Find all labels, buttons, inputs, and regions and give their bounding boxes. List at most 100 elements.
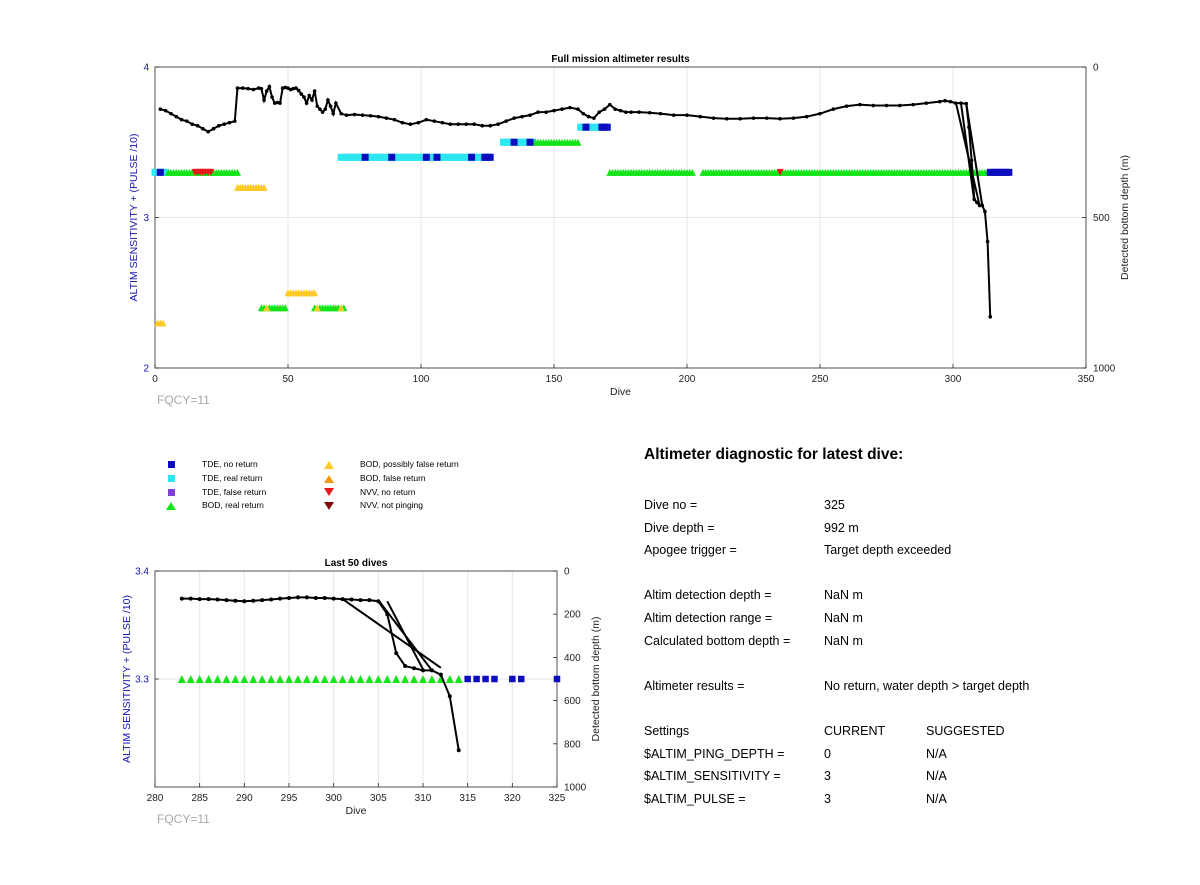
last-50-dives-chart: 280 285 290 295 300 305 310 315 320 325 3.3 3.4 0 200… [121,558,602,826]
detect-range-value: NaN m [824,610,863,625]
depth-point [287,596,291,600]
marker-tde-no-return [553,675,561,683]
depth-point [352,112,357,117]
depth-point [376,114,381,119]
legend-label: TDE, real return [202,472,263,483]
depth-point [685,113,689,117]
depth-point [988,315,993,319]
dive-depth-value: 992 m [824,520,859,535]
depth-point [447,694,452,699]
depth-point [647,110,652,115]
depth-point [368,113,373,118]
marker-bod-real-return [285,675,293,683]
marker-tde-real-return [162,168,170,176]
depth-point [464,122,469,126]
depth-point [323,107,328,111]
marker-tde-no-return [156,168,164,176]
depth-point [576,107,580,111]
depth-point [179,596,184,601]
depth-point [637,110,641,114]
x-tick-label: 310 [415,793,432,804]
calc-depth-value: NaN m [824,633,863,648]
y2-tick-label: 1000 [1093,364,1116,375]
marker-tde-no-return [468,153,476,161]
depth-point [804,114,809,119]
depth-point [496,122,500,126]
altimeter-diagnostic-panel: Altimeter diagnostic for latest dive: Di… [644,446,1184,810]
depth-spike-line [342,598,442,669]
diagnostic-title: Altimeter diagnostic for latest dive: [644,446,904,463]
depth-point [438,672,443,677]
depth-point [592,116,596,120]
marker-tde-no-return [486,153,494,161]
full-mission-chart: 0 50 100 150 200 250 300 350 2 3 4 0 500 1000 Full mis… [128,54,1131,407]
calc-depth-label: Calculated bottom depth = [644,633,791,648]
depth-point [658,111,663,116]
marker-bod-possibly-false [260,183,268,191]
current-header: CURRENT [824,723,886,738]
legend-label: BOD, possibly false return [360,459,459,469]
depth-point [751,116,756,120]
depth-point [307,93,312,98]
setting-current: 3 [824,791,831,806]
y2-tick-label: 800 [564,739,581,750]
x-tick-label: 250 [812,374,829,385]
marker-bod-real-return [195,675,204,683]
legend-item: NVV, no return [318,486,415,500]
x-tick-label: 290 [236,793,253,804]
depth-point [586,114,591,119]
y-tick-label: 3 [143,213,149,224]
y2-tick-label: 500 [1093,213,1110,224]
depth-point [310,98,314,102]
x-tick-label: 300 [325,793,342,804]
depth-point [394,651,399,656]
depth-point [608,102,612,107]
depth-point [911,102,915,107]
depth-point [259,86,264,91]
depth-point [969,158,974,163]
marker-tde-no-return [518,675,525,683]
marker-bod-real-return [419,675,427,683]
x-tick-label: 280 [147,793,164,804]
depth-point [924,101,929,105]
suggested-header: SUGGESTED [926,723,1005,738]
legend-swatch [318,502,340,511]
legend-item: NVV, not pinging [318,499,423,513]
marker-tde-no-return [582,123,590,131]
depth-point [264,89,269,93]
y-axis-label: ALTIM SENSITIVITY + (PULSE /10) [121,595,133,763]
depth-point [270,95,274,99]
marker-bod-real-return [410,675,419,683]
marker-bod-real-return [365,675,374,683]
x-tick-label: 320 [504,793,521,804]
legend-swatch [318,474,340,483]
legend-swatch [160,461,182,469]
depth-point [190,122,195,126]
x-tick-label: 325 [549,793,566,804]
x-tick-label: 50 [282,374,294,385]
depth-point [158,107,163,111]
depth-point [624,110,628,114]
y-tick-label: 3.3 [135,675,149,686]
detect-depth-value: NaN m [824,588,863,603]
x-tick-label: 0 [152,374,158,385]
x-axis-label: Dive [610,386,631,398]
x-axis-label: Dive [345,805,366,817]
fqcy-label: FQCY=11 [157,812,210,826]
legend-swatch [160,502,182,511]
depth-point [304,595,309,600]
depth-point [403,664,408,669]
setting-row: $ALTIM_PULSE = 3 N/A [644,788,1184,811]
y2-tick-label: 600 [564,696,581,707]
depth-point [326,98,330,102]
depth-point [344,113,349,117]
depth-point [260,598,265,603]
marker-tde-no-return [482,675,489,683]
depth-point [286,86,290,90]
y2-tick-label: 400 [564,653,581,664]
marker-bod-real-return [401,675,410,683]
marker-tde-no-return [361,153,369,161]
setting-current: 3 [824,769,831,784]
x-tick-label: 200 [679,374,696,385]
depth-point [536,110,540,114]
